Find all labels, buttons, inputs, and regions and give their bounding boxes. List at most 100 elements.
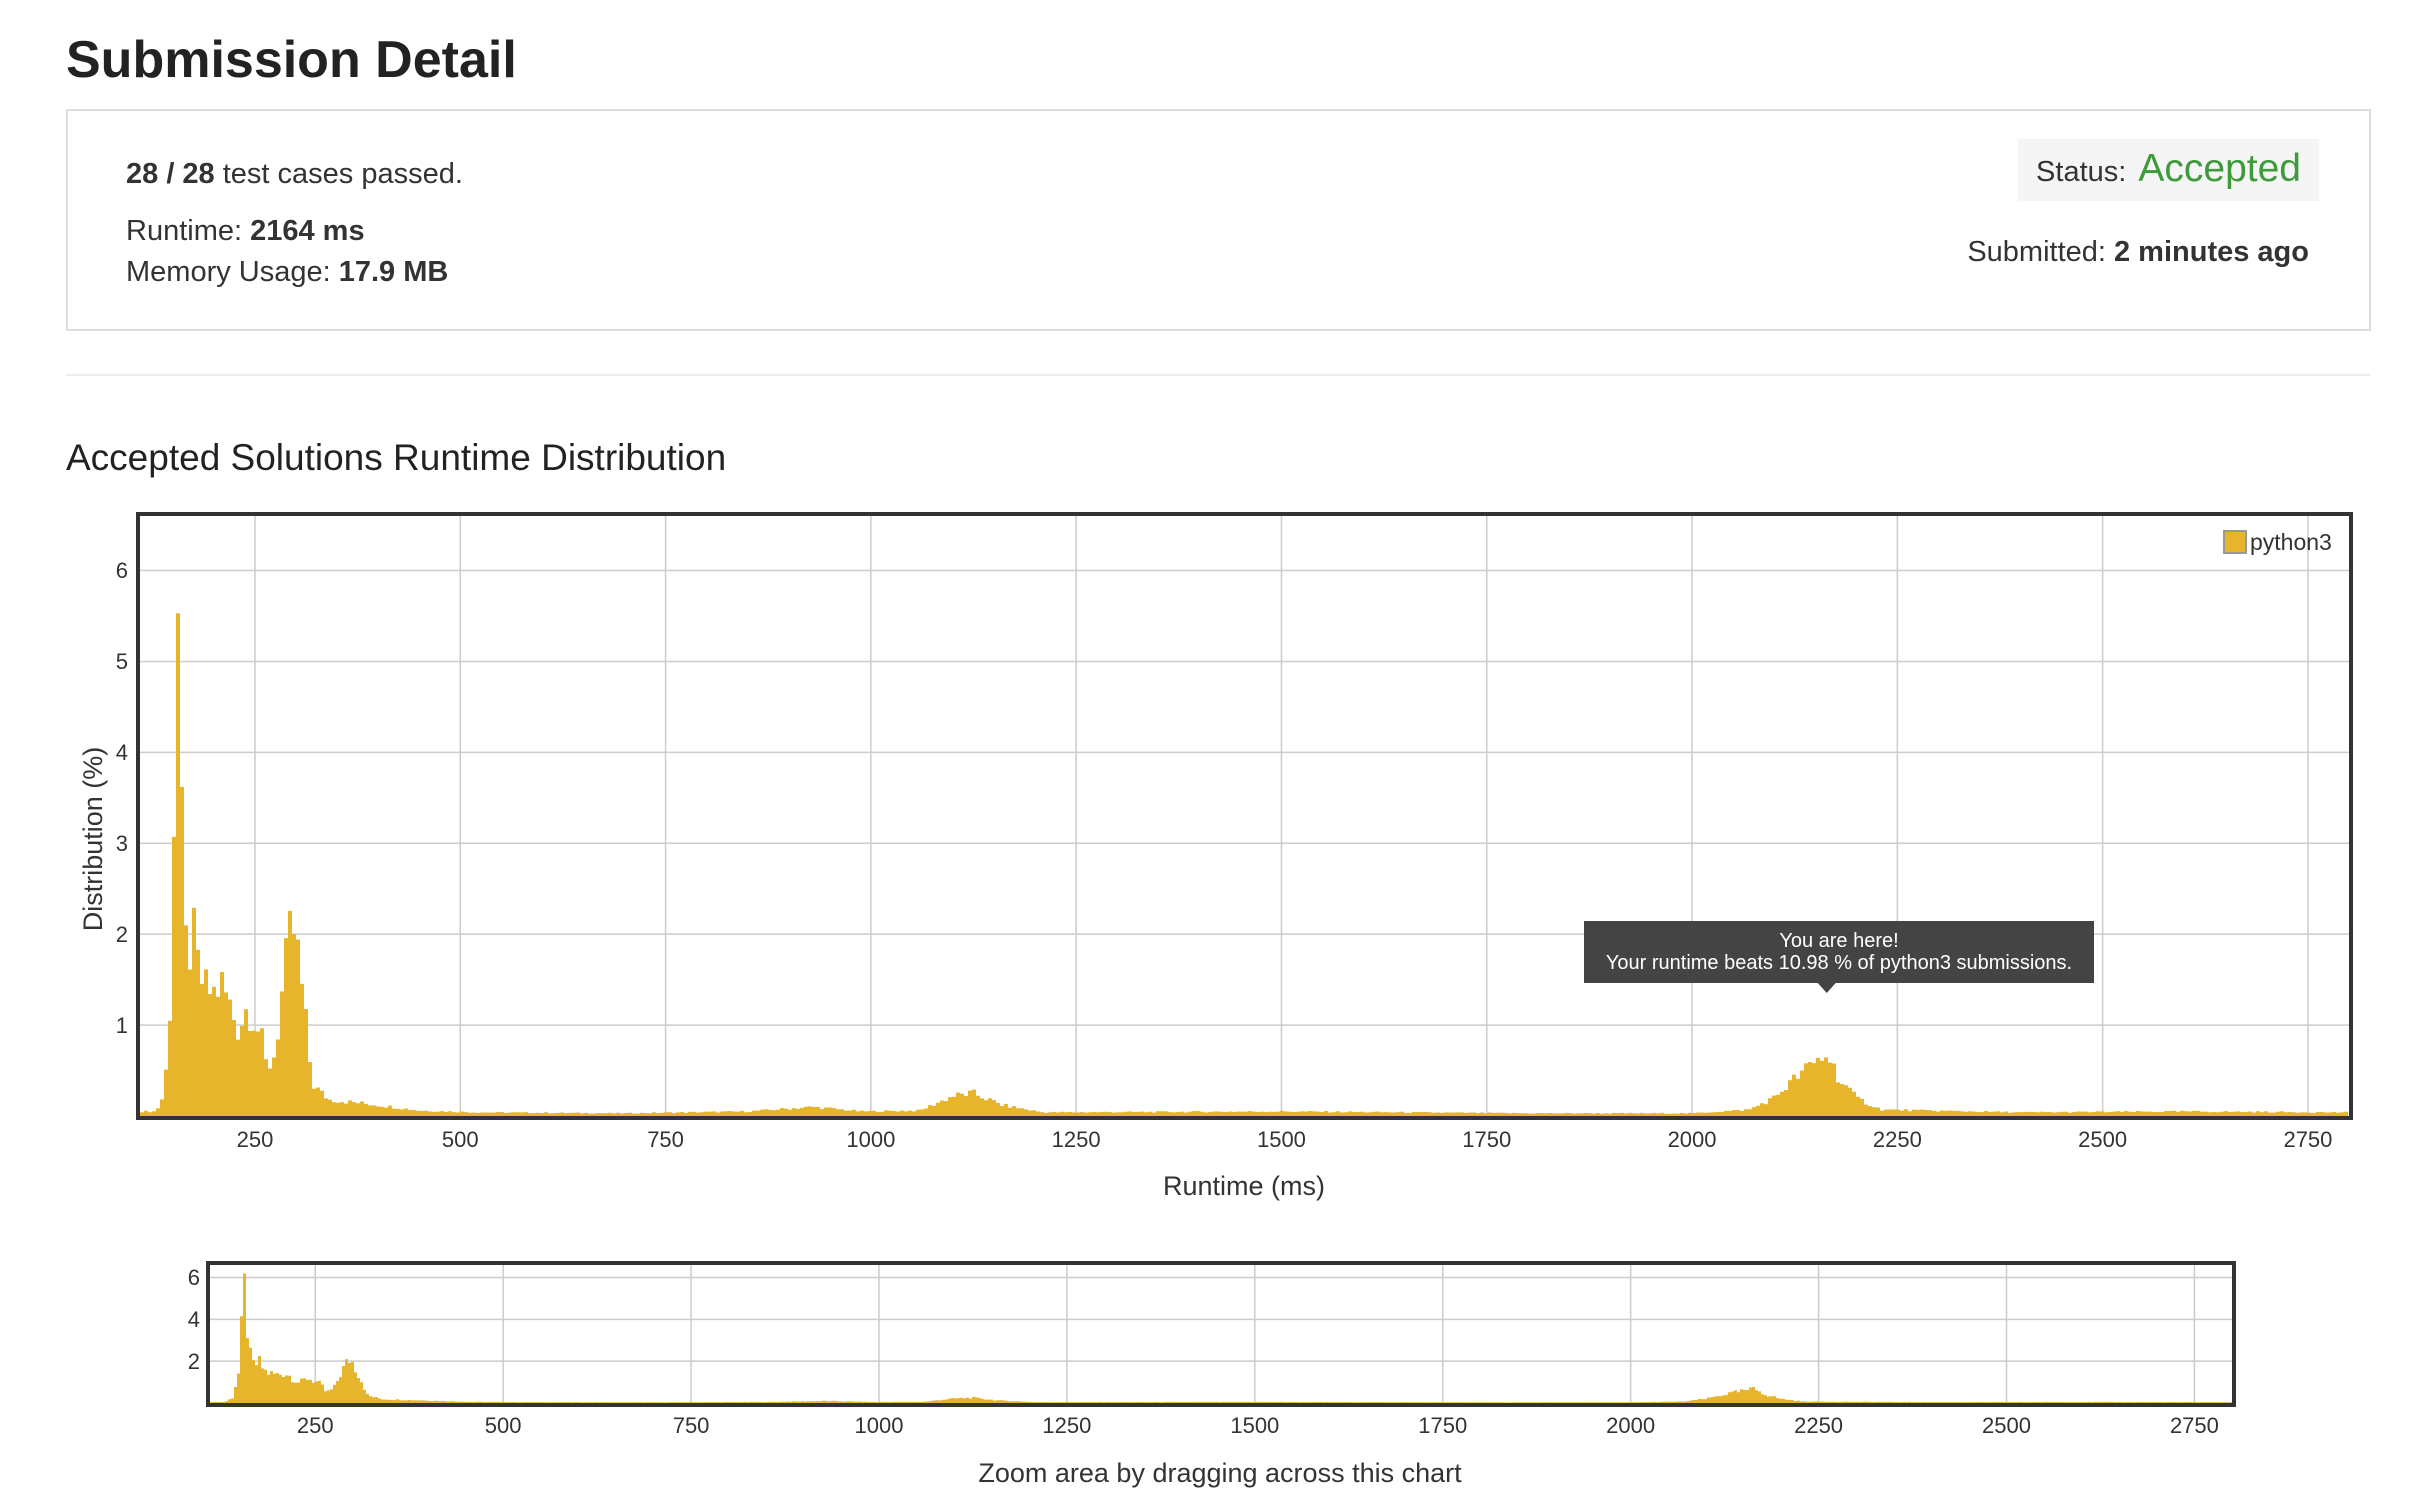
distribution-bar bbox=[1284, 1111, 1288, 1116]
distribution-bar bbox=[1569, 1402, 1572, 1403]
x-tick-label: 2250 bbox=[1794, 1413, 1843, 1438]
distribution-bar bbox=[1764, 1395, 1767, 1403]
distribution-bar bbox=[1260, 1111, 1264, 1116]
distribution-bar bbox=[1476, 1402, 1479, 1403]
distribution-bar bbox=[675, 1402, 678, 1403]
distribution-bar bbox=[924, 1108, 928, 1116]
distribution-bar bbox=[468, 1112, 472, 1116]
distribution-bar bbox=[744, 1112, 748, 1116]
distribution-bar bbox=[843, 1401, 846, 1403]
distribution-bar bbox=[1062, 1402, 1065, 1403]
distribution-bar bbox=[544, 1112, 548, 1116]
distribution-bar bbox=[2103, 1401, 2106, 1403]
distribution-bar bbox=[1482, 1402, 1485, 1403]
distribution-bar bbox=[1371, 1402, 1374, 1403]
distribution-bar bbox=[2004, 1111, 2008, 1116]
distribution-bar bbox=[2160, 1402, 2163, 1403]
distribution-bar bbox=[2151, 1401, 2154, 1403]
distribution-bar bbox=[740, 1110, 744, 1116]
distribution-bar bbox=[513, 1401, 516, 1403]
distribution-bar bbox=[462, 1401, 465, 1403]
distribution-bar bbox=[1869, 1401, 1872, 1403]
distribution-bar bbox=[255, 1365, 258, 1403]
runtime-distribution-chart[interactable]: 250 500 750 1000 1250 1500 1750 2000 2250 2500 275… bbox=[60, 505, 2370, 1205]
distribution-bar bbox=[1956, 1110, 1960, 1116]
distribution-bar bbox=[672, 1402, 675, 1403]
distribution-bar bbox=[1623, 1402, 1626, 1403]
distribution-bar bbox=[932, 1105, 936, 1116]
distribution-bar bbox=[648, 1113, 652, 1116]
distribution-bar bbox=[585, 1402, 588, 1403]
zoom-navigator-chart[interactable]: 250 500 750 1000 1250 1500 1750 2000 2250 2500 275… bbox=[160, 1255, 2250, 1495]
distribution-bar bbox=[140, 1112, 144, 1116]
distribution-bar bbox=[1896, 1109, 1900, 1116]
distribution-bar bbox=[735, 1402, 738, 1403]
distribution-bar bbox=[436, 1111, 440, 1116]
distribution-bar bbox=[864, 1111, 868, 1116]
distribution-bar bbox=[688, 1111, 692, 1116]
distribution-bar bbox=[1280, 1110, 1284, 1116]
distribution-bar bbox=[1626, 1402, 1629, 1403]
distribution-bar bbox=[276, 1373, 279, 1403]
distribution-bar bbox=[2190, 1402, 2193, 1403]
distribution-bar bbox=[795, 1401, 798, 1403]
distribution-bar bbox=[244, 1009, 248, 1116]
distribution-bar bbox=[620, 1113, 624, 1116]
distribution-bar bbox=[628, 1112, 632, 1116]
distribution-bar bbox=[248, 1030, 252, 1116]
distribution-bar bbox=[1164, 1401, 1167, 1403]
chart-legend[interactable]: python3 bbox=[2223, 529, 2332, 555]
distribution-bar bbox=[909, 1401, 912, 1403]
distribution-bar bbox=[2296, 1112, 2300, 1116]
distribution-bar bbox=[2188, 1111, 2192, 1116]
distribution-bar bbox=[1816, 1057, 1820, 1116]
distribution-bar bbox=[1464, 1402, 1467, 1403]
distribution-bar bbox=[960, 1093, 964, 1116]
distribution-bar bbox=[372, 1397, 375, 1403]
distribution-bar bbox=[624, 1112, 628, 1116]
distribution-bar bbox=[1743, 1389, 1746, 1403]
distribution-bar bbox=[756, 1110, 760, 1116]
distribution-bar bbox=[1396, 1112, 1400, 1116]
distribution-bar bbox=[351, 1361, 354, 1403]
distribution-bar bbox=[2316, 1112, 2320, 1116]
distribution-bar bbox=[2276, 1111, 2280, 1116]
distribution-bar bbox=[392, 1108, 396, 1116]
distribution-bar bbox=[651, 1402, 654, 1403]
distribution-bar bbox=[540, 1113, 544, 1116]
distribution-bar bbox=[2088, 1401, 2091, 1403]
distribution-bar bbox=[2181, 1402, 2184, 1403]
distribution-bar bbox=[1656, 1113, 1660, 1116]
distribution-bar bbox=[752, 1110, 756, 1116]
distribution-bar bbox=[1212, 1111, 1216, 1116]
navigator-bars bbox=[210, 1273, 2232, 1403]
x-tick-label: 250 bbox=[297, 1413, 334, 1438]
distribution-bar bbox=[1488, 1402, 1491, 1403]
submission-summary-panel: 28 / 28 test cases passed. Runtime: 2164… bbox=[66, 109, 2371, 331]
distribution-bar bbox=[1857, 1401, 1860, 1403]
distribution-bar bbox=[2133, 1402, 2136, 1403]
distribution-bar bbox=[648, 1402, 651, 1403]
distribution-bar bbox=[1356, 1111, 1360, 1116]
distribution-bar bbox=[2016, 1402, 2019, 1403]
distribution-bar bbox=[2148, 1402, 2151, 1403]
distribution-bar bbox=[1988, 1111, 1992, 1116]
distribution-bar bbox=[352, 1102, 356, 1116]
distribution-bar bbox=[456, 1401, 459, 1403]
distribution-bar bbox=[1588, 1113, 1592, 1116]
distribution-bar bbox=[1864, 1104, 1868, 1116]
distribution-bar bbox=[903, 1401, 906, 1403]
distribution-bar bbox=[2092, 1111, 2096, 1116]
distribution-bar bbox=[1380, 1402, 1383, 1403]
distribution-bar bbox=[1923, 1401, 1926, 1403]
distribution-bar bbox=[560, 1112, 564, 1116]
distribution-bar bbox=[222, 1402, 225, 1403]
distribution-bar bbox=[400, 1109, 404, 1116]
distribution-bar bbox=[728, 1111, 732, 1116]
distribution-bar bbox=[363, 1389, 366, 1403]
distribution-bar bbox=[1148, 1111, 1152, 1116]
distribution-bar bbox=[1840, 1084, 1844, 1116]
distribution-bar bbox=[396, 1108, 400, 1116]
distribution-bar bbox=[348, 1100, 352, 1116]
distribution-bar bbox=[1788, 1399, 1791, 1403]
